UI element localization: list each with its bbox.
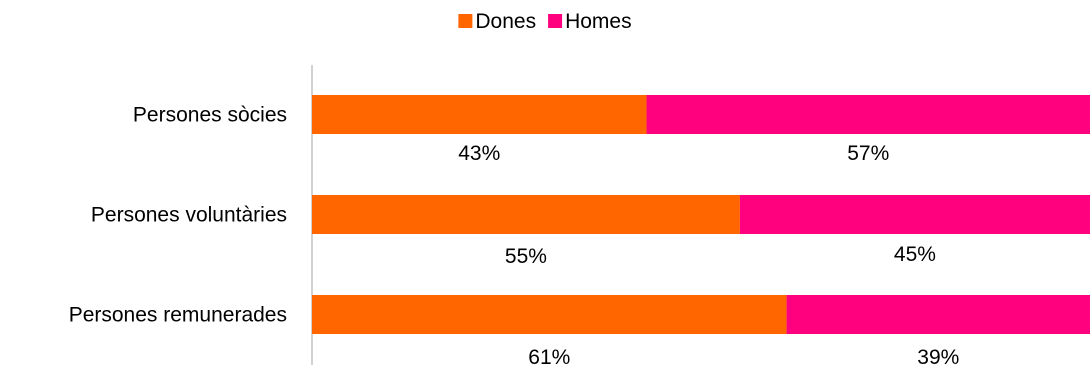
bar-dones-persones-remunerades (312, 295, 787, 334)
legend-label-dones: Dones (475, 10, 536, 33)
category-label-persones-voluntaries: Persones voluntàries (91, 204, 287, 227)
bars (312, 95, 1090, 334)
legend: Dones Homes (458, 10, 632, 33)
data-label-dones-persones-socies: 43% (458, 142, 500, 165)
category-label-persones-remunerades: Persones remunerades (69, 304, 287, 327)
bar-dones-persones-voluntaries (312, 195, 740, 234)
data-label-dones-persones-voluntaries: 55% (505, 245, 547, 268)
bar-homes-persones-voluntaries (739, 195, 1090, 234)
bar-homes-persones-remunerades (786, 295, 1090, 334)
category-labels: Persones sòcies Persones voluntàries Perso… (69, 104, 287, 327)
data-label-homes-persones-socies: 57% (847, 142, 889, 165)
data-labels: 43% 57% 55% 45% 61% 39% (458, 142, 959, 369)
data-label-dones-persones-remunerades: 61% (528, 346, 570, 365)
legend-swatch-dones (458, 14, 473, 28)
legend-swatch-homes (548, 14, 563, 28)
legend-label-homes: Homes (565, 10, 632, 33)
data-label-homes-persones-voluntaries: 45% (894, 243, 936, 266)
bar-dones-persones-socies (312, 95, 647, 134)
data-label-homes-persones-remunerades: 39% (917, 346, 959, 365)
category-label-persones-socies: Persones sòcies (133, 104, 287, 127)
bar-homes-persones-socies (646, 95, 1090, 134)
